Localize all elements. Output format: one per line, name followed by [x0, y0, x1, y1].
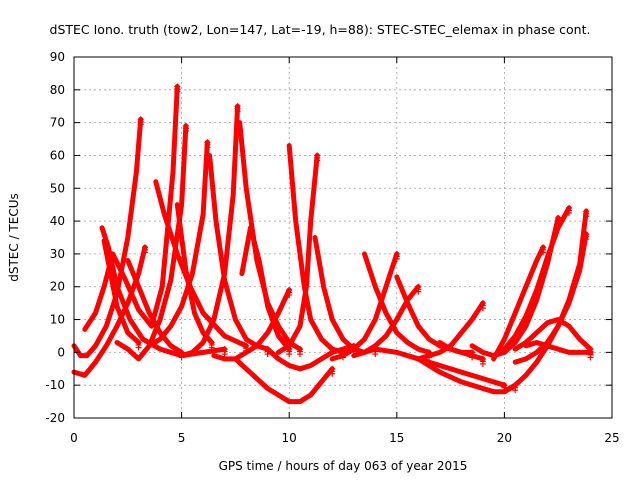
series-end-marker-12 [296, 346, 303, 358]
series-end-marker-2 [174, 83, 181, 95]
series-line-23 [351, 284, 421, 359]
series-line-6 [125, 258, 185, 355]
series-line-30 [501, 208, 589, 395]
y-tick-label: 60 [50, 148, 65, 162]
y-tick-label: 50 [50, 181, 65, 195]
series-end-marker-32 [583, 231, 590, 243]
series-end-marker-1 [142, 244, 149, 256]
y-tick-label: 90 [50, 50, 65, 64]
x-tick-label: 5 [178, 431, 186, 445]
y-tick-label: 30 [50, 247, 65, 261]
series-line-34 [523, 340, 593, 355]
series-end-marker-14 [286, 287, 293, 299]
grid [74, 57, 612, 418]
series-end-marker-0 [137, 116, 144, 128]
series-line-4 [101, 238, 142, 345]
series-end-marker-9 [204, 139, 211, 151]
series-end-marker-29 [565, 204, 572, 216]
series-end-marker-3 [221, 346, 228, 358]
series-line-16 [286, 143, 346, 355]
x-tick-label: 10 [282, 431, 297, 445]
series-end-marker-8 [208, 339, 215, 351]
series-end-marker-17 [314, 152, 321, 164]
series-end-marker-27 [479, 355, 486, 367]
y-tick-label: 0 [57, 345, 65, 359]
series-end-marker-11 [234, 103, 241, 115]
series-line-21 [362, 251, 432, 355]
plot-frame [73, 56, 613, 419]
axis-ticks: -20 -10 0 10 20 30 40 50 60 70 80 90 0 5 10 15 20 25 [45, 50, 619, 445]
series-line-32 [512, 231, 589, 365]
y-tick-label: 80 [50, 83, 65, 97]
series-end-marker-24 [479, 300, 486, 312]
series-line-31 [491, 244, 546, 362]
series-line-11 [179, 103, 241, 359]
series-end-marker-4 [135, 339, 142, 351]
series-end-marker-5 [182, 122, 189, 134]
series-line-3 [99, 225, 228, 359]
series-line-9 [146, 139, 210, 349]
series-line-27 [437, 340, 486, 362]
series-line-19 [265, 343, 357, 372]
series-end-marker-15 [329, 365, 336, 377]
y-tick-label: 70 [50, 116, 65, 130]
series-line-29 [491, 205, 572, 359]
x-tick-label: 25 [604, 431, 619, 445]
x-tick-label: 15 [389, 431, 404, 445]
x-tick-label: 0 [70, 431, 78, 445]
series-line-33 [512, 317, 593, 352]
series-end-marker-30 [583, 208, 590, 220]
series-line-0 [71, 116, 144, 359]
x-tick-label: 20 [497, 431, 512, 445]
y-tick-label: 40 [50, 214, 65, 228]
series-end-marker-20 [393, 250, 400, 262]
series-end-marker-23 [415, 283, 422, 295]
series-line-20 [329, 251, 400, 362]
series-line-17 [275, 153, 320, 355]
y-tick-label: -20 [45, 411, 65, 425]
y-tick-label: 10 [50, 313, 65, 327]
y-tick-label: -10 [45, 378, 65, 392]
y-axis-label: dSTEC / TECUs [7, 193, 21, 282]
series-line-15 [232, 356, 335, 405]
series-line-13 [239, 225, 292, 352]
series-end-marker-34 [587, 349, 594, 361]
chart-title: dSTEC Iono. truth (tow2, Lon=147, Lat=-1… [50, 22, 591, 37]
x-axis-label: GPS time / hours of day 063 of year 2015 [219, 459, 468, 473]
series-end-marker-31 [540, 244, 547, 256]
series-line-14 [211, 287, 292, 362]
series-line-25 [372, 346, 507, 388]
series-group [71, 83, 594, 405]
y-tick-label: 20 [50, 280, 65, 294]
